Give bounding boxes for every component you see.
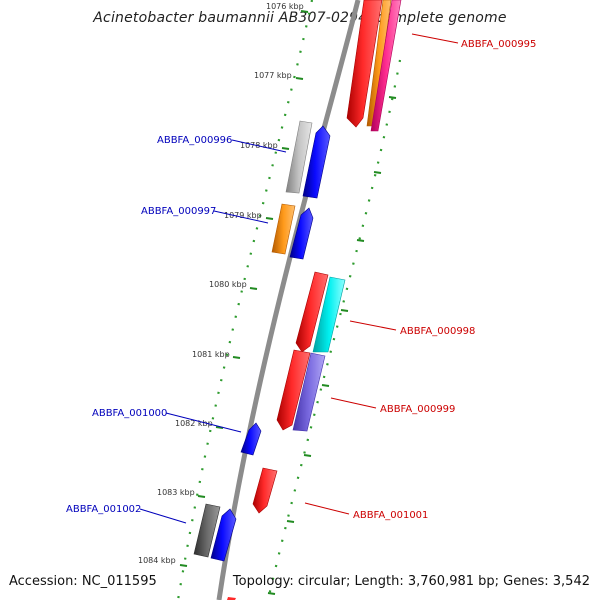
gene-label-abbfa-000995: ABBFA_000995 <box>461 39 536 50</box>
gene-feature <box>276 349 311 431</box>
gene-feature <box>346 0 383 128</box>
ruler-tick <box>215 426 224 429</box>
gene-feature <box>312 276 346 353</box>
gene-label-abbfa-000996: ABBFA_000996 <box>157 135 232 146</box>
ruler-label: 1076 kbp <box>266 2 304 11</box>
ruler-label: 1083 kbp <box>157 488 195 497</box>
gene-labels: ABBFA_000995 ABBFA_000996 ABBFA_000997 A… <box>66 39 536 521</box>
forward-features <box>227 0 402 600</box>
ruler-label: 1081 kbp <box>192 350 230 359</box>
ruler-tick <box>249 287 258 290</box>
ruler-tick <box>281 147 290 150</box>
ruler-tick <box>179 564 188 567</box>
map-title: Acinetobacter baumannii AB307-0294, comp… <box>93 10 507 26</box>
callout-lines <box>139 33 459 524</box>
gene-label-abbfa-001000: ABBFA_001000 <box>92 408 167 419</box>
ruler-label: 1080 kbp <box>209 280 247 289</box>
gene-feature <box>295 271 329 353</box>
gene-label-abbfa-001001: ABBFA_001001 <box>353 510 428 521</box>
gene-feature <box>285 120 313 194</box>
gene-feature <box>240 422 262 456</box>
gene-feature <box>252 467 278 514</box>
gene-feature <box>227 597 236 600</box>
ruler-tick <box>265 217 274 220</box>
genome-backbone <box>216 0 361 600</box>
gene-label-abbfa-000997: ABBFA_000997 <box>141 206 216 217</box>
gene-feature <box>271 203 296 255</box>
ruler-tick <box>295 77 304 80</box>
ruler-label: 1084 kbp <box>138 556 176 565</box>
gene-feature <box>210 508 237 562</box>
gene-feature <box>302 125 331 199</box>
gene-feature <box>292 352 326 432</box>
accession-text: Accession: NC_011595 <box>9 574 157 589</box>
gene-feature <box>289 207 314 260</box>
ruler-tick <box>197 495 206 498</box>
ruler-label: 1082 kbp <box>175 419 213 428</box>
genome-summary-text: Topology: circular; Length: 3,760,981 bp… <box>232 574 590 589</box>
outer-ticks <box>267 96 397 595</box>
gene-feature <box>370 0 402 132</box>
gene-label-abbfa-000999: ABBFA_000999 <box>380 404 455 415</box>
ruler-label: 1077 kbp <box>254 71 292 80</box>
inner-guide-arc <box>176 0 314 600</box>
gene-feature <box>193 503 221 558</box>
gene-label-abbfa-001002: ABBFA_001002 <box>66 504 141 515</box>
gene-label-abbfa-000998: ABBFA_000998 <box>400 326 475 337</box>
ruler-label: 1079 kbp <box>224 211 262 220</box>
reverse-features <box>193 120 331 562</box>
ruler-tick <box>232 356 241 359</box>
ruler-tick <box>300 10 309 13</box>
